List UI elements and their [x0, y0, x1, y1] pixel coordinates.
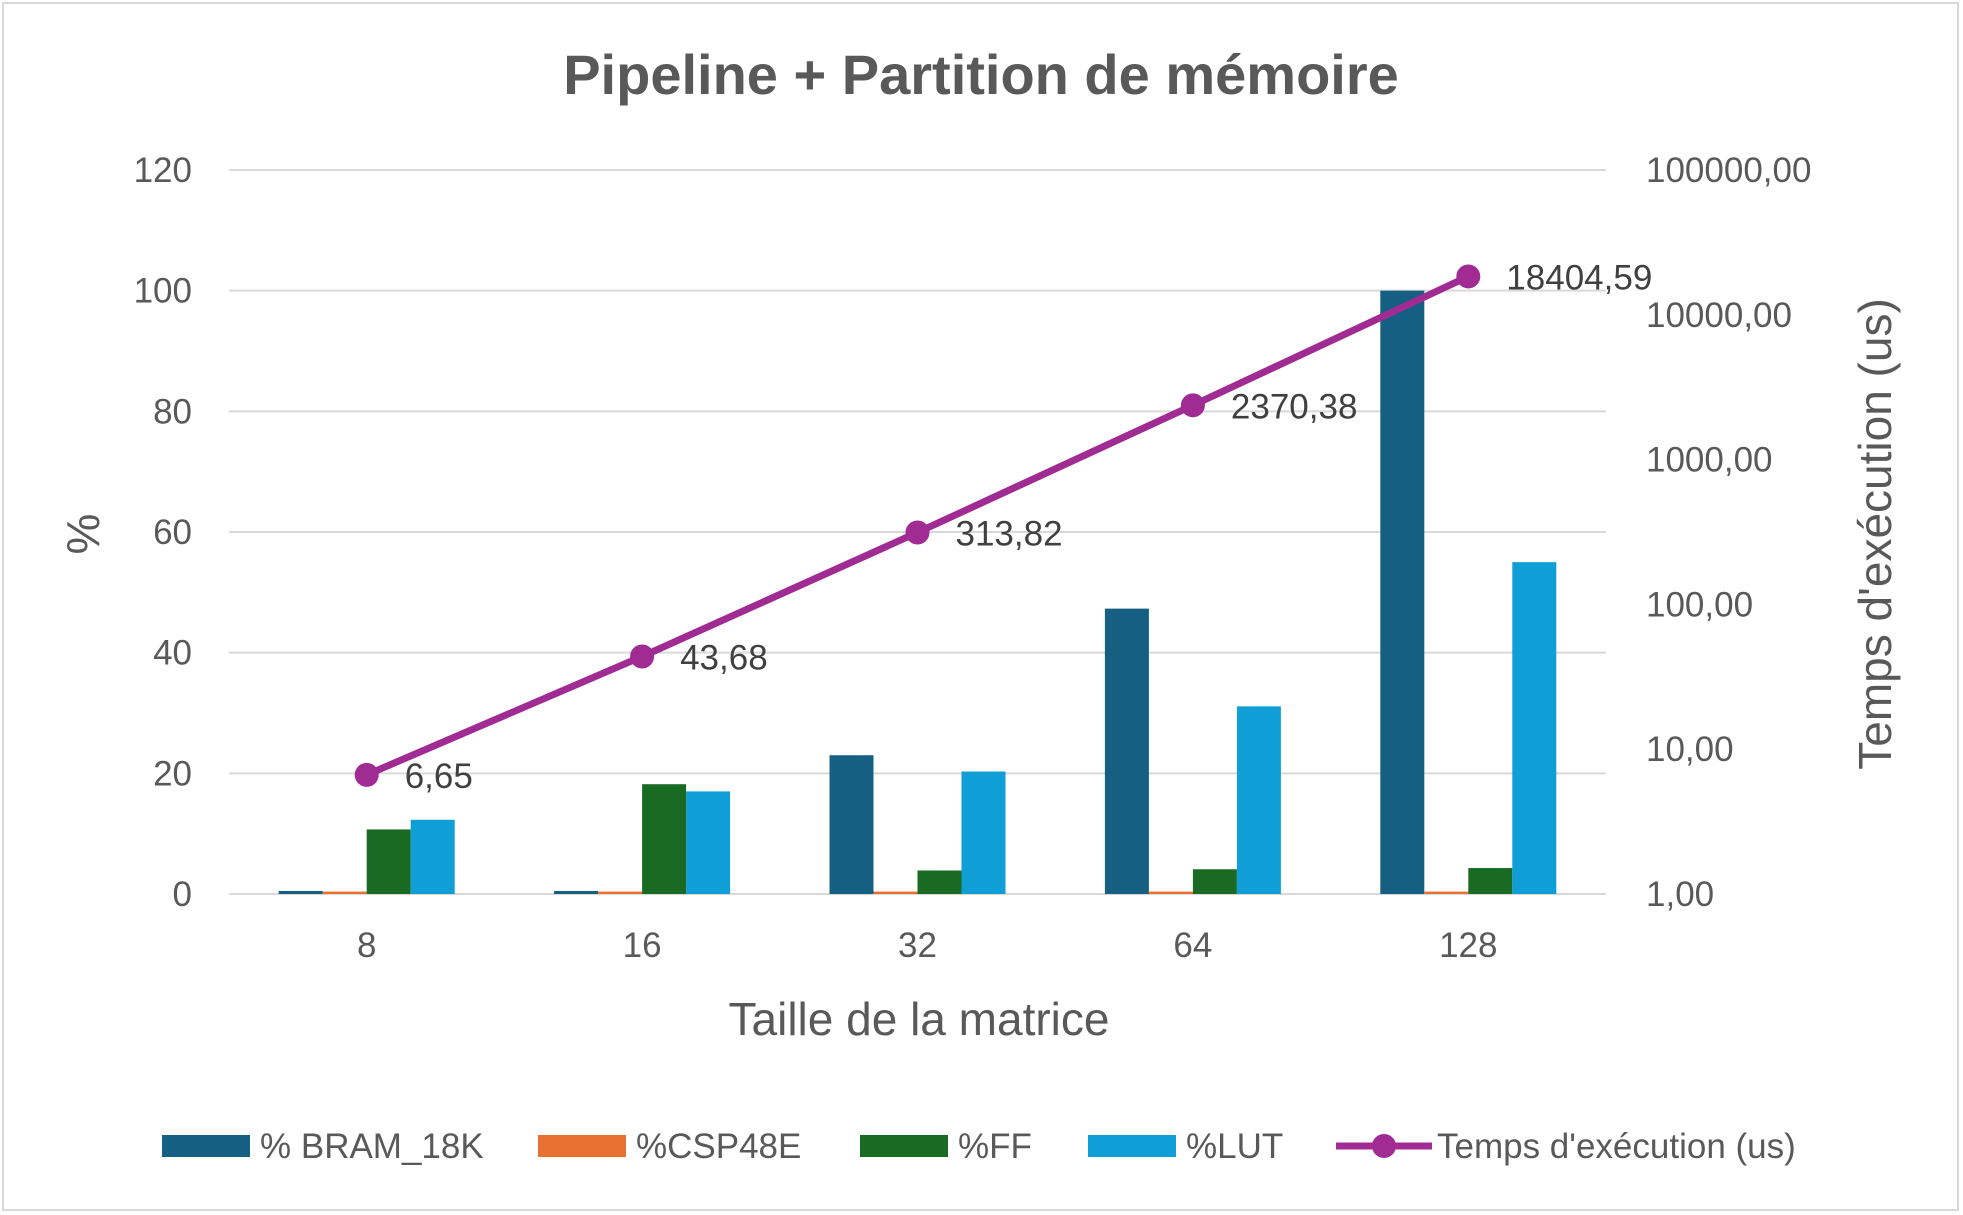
- y-tick-label: 60: [153, 513, 192, 552]
- bar: [1512, 562, 1557, 894]
- bar: [366, 829, 411, 894]
- bar: [1148, 891, 1193, 894]
- line-series-group: 6,65 43,68 313,82 2370,38 18404,59: [354, 258, 1652, 796]
- line-data-label: 6,65: [405, 757, 473, 796]
- line-point: [630, 644, 655, 669]
- legend-label: %CSP48E: [636, 1127, 801, 1166]
- y2-tick-label: 1,00: [1646, 875, 1714, 914]
- legend: % BRAM_18K %CSP48E %FF %LUT Temps d'exécutio…: [162, 1127, 1796, 1166]
- legend-label: %FF: [958, 1127, 1032, 1166]
- y-axis-left-title: %: [57, 514, 109, 555]
- y2-tick-label: 1000,00: [1646, 441, 1773, 480]
- legend-label: % BRAM_18K: [260, 1127, 484, 1166]
- x-tick-label: 64: [1173, 926, 1212, 965]
- x-tick-label: 32: [898, 926, 937, 965]
- bar: [1236, 706, 1281, 894]
- y-tick-label: 100: [134, 272, 192, 311]
- chart-title: Pipeline + Partition de mémoire: [563, 43, 1399, 106]
- bar: [554, 890, 599, 894]
- line-point: [1180, 393, 1205, 418]
- bar-series-group: [278, 290, 1557, 895]
- line-data-label: 43,68: [680, 638, 768, 677]
- bar: [829, 755, 874, 894]
- legend-swatch: [1088, 1135, 1176, 1157]
- bar: [873, 891, 918, 894]
- line-point: [1456, 264, 1481, 289]
- y2-tick-label: 100,00: [1646, 585, 1753, 624]
- x-tick-label: 128: [1439, 926, 1497, 965]
- bar: [598, 891, 643, 894]
- bar: [961, 771, 1006, 894]
- y2-tick-label: 100000,00: [1646, 151, 1811, 190]
- y-tick-label: 80: [153, 392, 192, 431]
- bar: [278, 890, 323, 894]
- bar: [1380, 290, 1425, 895]
- x-axis-title: Taille de la matrice: [729, 993, 1110, 1045]
- y-tick-label: 20: [153, 754, 192, 793]
- bar: [686, 791, 731, 894]
- y-axis-right-ticks: 1,00 10,00 100,00 1000,00 10000,00 100000,00: [1646, 151, 1811, 914]
- bar: [917, 870, 962, 894]
- y-tick-label: 120: [134, 151, 192, 190]
- bar: [410, 819, 455, 894]
- x-axis-ticks: 8 16 32 64 128: [357, 926, 1498, 965]
- line-data-label: 2370,38: [1231, 387, 1358, 426]
- line-data-label: 313,82: [956, 514, 1063, 553]
- legend-swatch: [538, 1135, 626, 1157]
- line-point: [354, 762, 379, 787]
- y2-tick-label: 10000,00: [1646, 296, 1792, 335]
- legend-swatch: [860, 1135, 948, 1157]
- bar: [1192, 869, 1237, 894]
- x-tick-label: 16: [623, 926, 662, 965]
- legend-swatch: [162, 1135, 250, 1157]
- y-axis-left-ticks: 0 20 40 60 80 100 120: [134, 151, 192, 914]
- y-axis-right-title: Temps d'exécution (us): [1849, 298, 1901, 770]
- x-tick-label: 8: [357, 926, 376, 965]
- line-data-label: 18404,59: [1506, 258, 1652, 297]
- legend-marker: [1372, 1134, 1396, 1158]
- gridlines: [229, 169, 1606, 895]
- y2-tick-label: 10,00: [1646, 730, 1734, 769]
- bar: [1424, 891, 1469, 894]
- bar: [322, 891, 367, 894]
- legend-label: Temps d'exécution (us): [1437, 1127, 1796, 1166]
- y-tick-label: 0: [173, 875, 192, 914]
- legend-label: %LUT: [1186, 1127, 1283, 1166]
- bar: [1468, 868, 1513, 894]
- bar: [642, 784, 687, 894]
- bar: [1104, 608, 1149, 894]
- line-point: [905, 520, 930, 545]
- y-tick-label: 40: [153, 634, 192, 673]
